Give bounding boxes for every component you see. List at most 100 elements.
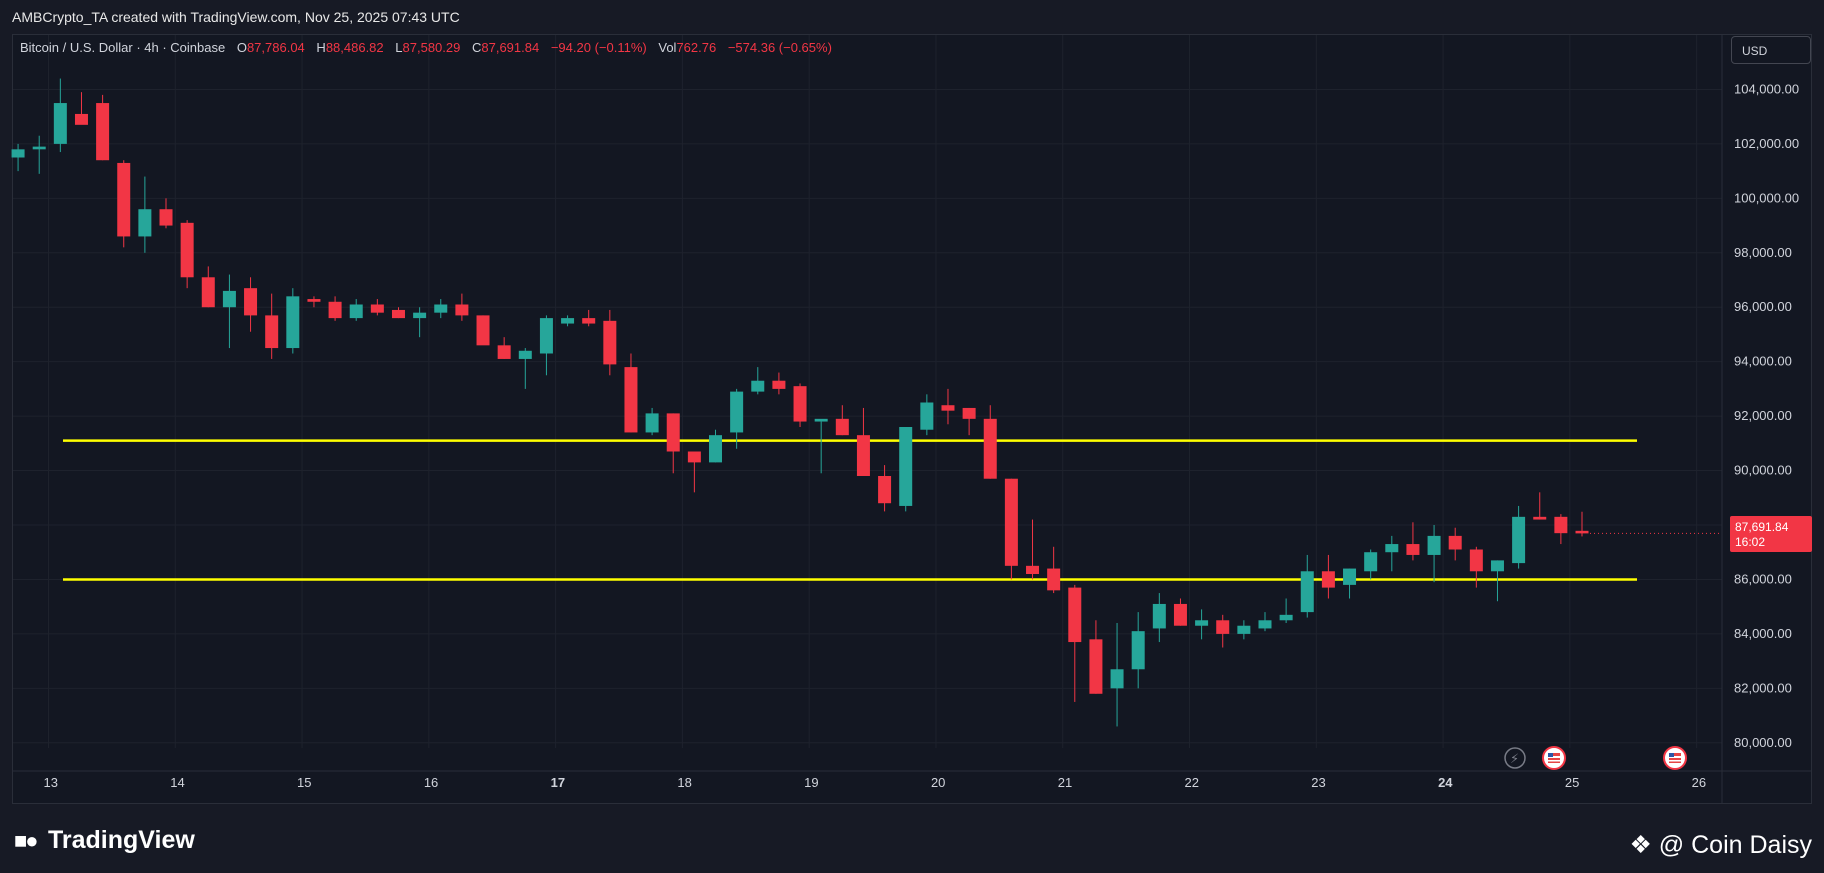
y-tick-label: 96,000.00	[1734, 299, 1792, 314]
tradingview-logo[interactable]: ■● TradingView	[14, 826, 195, 855]
candle-down	[307, 299, 321, 302]
candle-down	[582, 318, 596, 324]
candle-up	[32, 146, 46, 150]
x-tick-label: 21	[1058, 775, 1072, 790]
candle-down	[856, 435, 870, 476]
candle-down	[1089, 639, 1103, 694]
ohlc-legend: Bitcoin / U.S. Dollar · 4h · Coinbase O8…	[20, 40, 832, 55]
x-tick-label: 14	[170, 775, 184, 790]
current-price-value: 87,691.84	[1735, 520, 1789, 534]
us-flag-icon-part	[1669, 756, 1681, 758]
candle-down	[391, 309, 405, 319]
candle-up	[11, 149, 25, 158]
high-value: 88,486.82	[325, 40, 384, 55]
candle-down	[96, 103, 110, 161]
y-tick-label: 94,000.00	[1734, 354, 1792, 369]
candle-up	[434, 304, 448, 313]
y-tick-label: 82,000.00	[1734, 680, 1792, 695]
symbol-name[interactable]: Bitcoin / U.S. Dollar · 4h · Coinbase	[20, 40, 226, 55]
candle-up	[1512, 516, 1526, 564]
tradingview-logo-icon: ■●	[14, 828, 39, 853]
candle-down	[1575, 530, 1589, 534]
candle-down	[1173, 603, 1187, 626]
candle-down	[1068, 587, 1082, 643]
candle-down	[1047, 568, 1061, 591]
coin-daisy-icon: ❖	[1629, 831, 1659, 859]
watermark: ❖ @ Coin Daisy	[1629, 830, 1812, 860]
candle-up	[1427, 535, 1441, 555]
x-tick-label: 26	[1692, 775, 1706, 790]
close-label: C	[471, 40, 482, 55]
candle-up	[1343, 568, 1357, 585]
candle-down	[159, 209, 173, 226]
volume-value: 762.76	[676, 40, 717, 55]
x-tick-label: 24	[1438, 775, 1453, 790]
x-tick-label: 19	[804, 775, 818, 790]
candle-up	[561, 318, 575, 324]
x-tick-label: 15	[297, 775, 311, 790]
x-tick-label: 25	[1565, 775, 1579, 790]
candle-down	[1216, 620, 1230, 634]
candle-down	[328, 301, 342, 319]
candle-down	[1448, 535, 1462, 550]
watermark-text: @ Coin Daisy	[1658, 831, 1812, 859]
y-tick-label: 104,000.00	[1734, 81, 1799, 96]
chart-frame[interactable]	[12, 34, 1812, 804]
y-tick-label: 86,000.00	[1734, 571, 1792, 586]
candle-up	[751, 380, 765, 392]
candle-up	[1300, 571, 1314, 613]
candle-up	[814, 418, 828, 422]
candle-up	[1195, 620, 1209, 626]
us-flag-event-icon[interactable]	[1542, 746, 1566, 770]
us-flag-icon-part	[1548, 753, 1553, 757]
candle-down	[455, 304, 469, 316]
candle-up	[413, 312, 427, 319]
open-value: 87,786.04	[246, 40, 305, 55]
candle-up	[730, 391, 744, 433]
candle-up	[645, 413, 659, 433]
top-bar: AMBCrypto_TA created with TradingView.co…	[0, 0, 1824, 34]
us-flag-icon-part	[1548, 756, 1560, 758]
candle-up	[222, 290, 236, 308]
volume-label: Vol	[658, 40, 677, 55]
low-value: 87,580.29	[402, 40, 461, 55]
candle-down	[687, 451, 701, 463]
lightning-glyph: ⚡	[1510, 752, 1519, 767]
candle-down	[1406, 544, 1420, 555]
x-tick-label: 20	[931, 775, 945, 790]
candle-down	[878, 476, 892, 504]
candle-up	[1279, 614, 1293, 621]
candle-up	[1258, 620, 1272, 629]
candle-up	[286, 296, 300, 349]
candle-up	[1152, 603, 1166, 629]
high-label: H	[316, 40, 326, 55]
candle-up	[349, 304, 363, 319]
x-tick-label: 13	[43, 775, 57, 790]
y-tick-label: 98,000.00	[1734, 245, 1792, 260]
y-tick-label: 102,000.00	[1734, 136, 1799, 151]
candle-down	[772, 380, 786, 389]
candle-down	[117, 162, 131, 237]
currency-button[interactable]: USD	[1731, 36, 1811, 64]
candle-down	[1533, 516, 1547, 520]
candle-down	[476, 315, 490, 346]
tradingview-logo-text: TradingView	[48, 826, 195, 854]
open-label: O	[236, 40, 247, 55]
candle-up	[1131, 631, 1145, 670]
candle-down	[497, 345, 511, 359]
candle-down	[624, 367, 638, 433]
candle-down	[180, 222, 194, 278]
candle-down	[1004, 478, 1018, 566]
candle-down	[603, 320, 617, 365]
candle-up	[53, 103, 67, 144]
candle-up	[1490, 560, 1504, 572]
us-flag-event-icon[interactable]	[1663, 746, 1687, 770]
bottom-bar	[0, 805, 1824, 873]
candle-up	[138, 209, 152, 237]
y-tick-label: 92,000.00	[1734, 408, 1792, 423]
lightning-event-icon	[1504, 747, 1526, 769]
candle-up	[1110, 669, 1124, 689]
candle-down	[1469, 549, 1483, 572]
us-flag-icon-part	[1669, 760, 1681, 762]
